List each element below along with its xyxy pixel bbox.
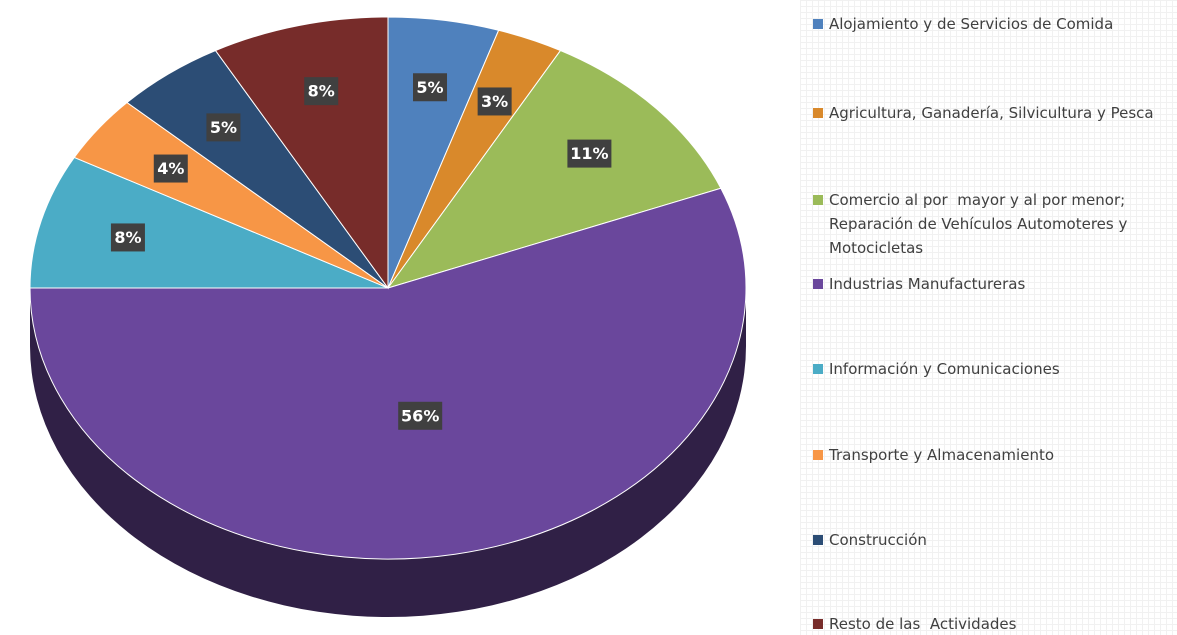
data-label-box bbox=[304, 77, 339, 106]
legend-label: Transporte y Almacenamiento bbox=[829, 446, 1055, 464]
data-label: 3% bbox=[477, 87, 512, 116]
pie-area: 5% 3% 11% 56% 8% 4% 5% 8% bbox=[29, 16, 747, 617]
data-label: 5% bbox=[206, 113, 241, 142]
pie-sides bbox=[30, 288, 746, 617]
legend-item: Resto de las Actividades bbox=[813, 612, 1177, 635]
legend-swatch bbox=[813, 279, 823, 289]
data-label: 56% bbox=[398, 401, 443, 430]
data-label-text: 56% bbox=[401, 406, 439, 425]
data-label-box bbox=[206, 113, 241, 142]
pie-slice bbox=[29, 156, 389, 289]
legend-swatch bbox=[813, 108, 823, 118]
legend-item: Información y Comunicaciones bbox=[813, 357, 1177, 381]
legend-swatch bbox=[813, 364, 823, 374]
data-label-text: 8% bbox=[114, 228, 141, 247]
legend-item: Comercio al por mayor y al por menor; Re… bbox=[813, 188, 1177, 260]
data-label-box bbox=[413, 73, 448, 102]
data-label-text: 11% bbox=[570, 144, 608, 163]
data-label-box bbox=[398, 401, 443, 430]
data-label-text: 4% bbox=[157, 159, 184, 178]
legend-item: Alojamiento y de Servicios de Comida bbox=[813, 12, 1177, 36]
legend-swatch bbox=[813, 619, 823, 629]
data-label: 11% bbox=[567, 139, 612, 168]
pie-side bbox=[30, 288, 746, 617]
legend-swatch bbox=[813, 195, 823, 205]
legend-swatch bbox=[813, 535, 823, 545]
legend-label: Resto de las Actividades bbox=[829, 615, 1017, 633]
legend-label: Comercio al por mayor y al por menor; Re… bbox=[829, 191, 1133, 257]
pie-slice bbox=[386, 49, 722, 289]
legend-swatch bbox=[813, 19, 823, 29]
data-label-text: 8% bbox=[308, 82, 335, 101]
legend-item: Construcción bbox=[813, 528, 1177, 552]
legend-item: Transporte y Almacenamiento bbox=[813, 443, 1177, 467]
legend-label: Información y Comunicaciones bbox=[829, 360, 1060, 378]
legend-item: Industrias Manufactureras bbox=[813, 272, 1177, 296]
pie-slice bbox=[214, 16, 389, 290]
legend-label: Construcción bbox=[829, 531, 927, 549]
data-label-text: 5% bbox=[210, 118, 237, 137]
data-label-text: 5% bbox=[416, 78, 443, 97]
data-label: 4% bbox=[153, 154, 188, 183]
legend-label: Agricultura, Ganadería, Silvicultura y P… bbox=[829, 104, 1154, 122]
data-label: 8% bbox=[304, 77, 339, 106]
data-label-box bbox=[153, 154, 188, 183]
legend-label: Industrias Manufactureras bbox=[829, 275, 1026, 293]
data-label: 8% bbox=[110, 223, 145, 252]
legend-item: Agricultura, Ganadería, Silvicultura y P… bbox=[813, 101, 1177, 125]
pie-slice bbox=[29, 187, 747, 560]
legend: Alojamiento y de Servicios de Comida Agri… bbox=[800, 0, 1177, 635]
data-label-box bbox=[567, 139, 612, 168]
data-label-box bbox=[110, 223, 145, 252]
data-label: 5% bbox=[413, 73, 448, 102]
legend-label: Alojamiento y de Servicios de Comida bbox=[829, 15, 1114, 33]
legend-swatch bbox=[813, 450, 823, 460]
data-label-text: 3% bbox=[481, 92, 508, 111]
data-label-box bbox=[477, 87, 512, 116]
